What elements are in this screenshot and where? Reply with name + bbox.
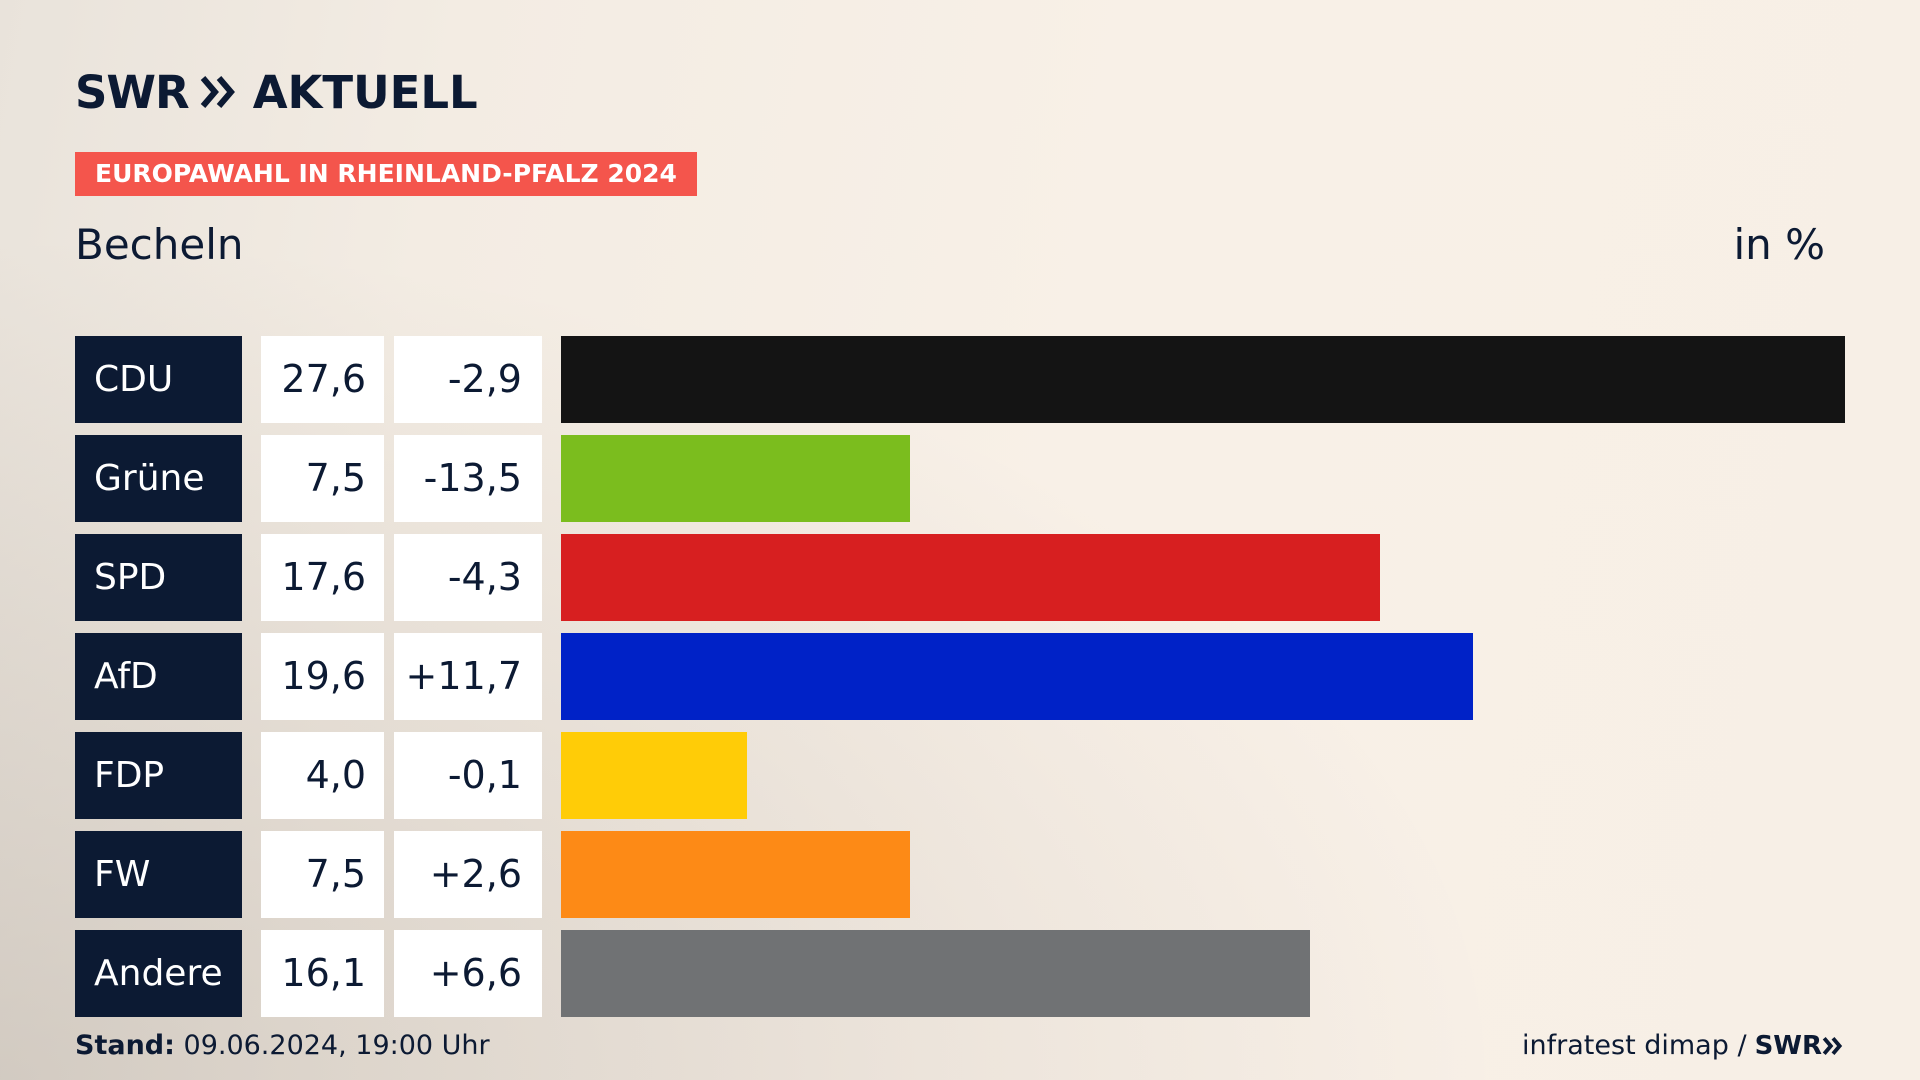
diff-label: +11,7 <box>394 633 542 720</box>
vote-share-label: 16,1 <box>261 930 384 1017</box>
result-row: CDU 27,6 -2,9 <box>0 336 1920 423</box>
bar <box>561 435 910 522</box>
logo-swr-text: SWR <box>75 65 190 119</box>
double-chevron-icon <box>200 76 235 108</box>
stand-label: Stand: <box>75 1030 175 1061</box>
diff-label: -2,9 <box>394 336 542 423</box>
unit-label: in % <box>1733 220 1825 269</box>
result-row: FW 7,5 +2,6 <box>0 831 1920 918</box>
party-label: AfD <box>75 633 242 720</box>
bar <box>561 930 1310 1017</box>
logo-aktuell-text: AKTUELL <box>252 65 478 119</box>
swr-aktuell-logo: SWR AKTUELL <box>75 65 478 119</box>
diff-label: -4,3 <box>394 534 542 621</box>
result-row: FDP 4,0 -0,1 <box>0 732 1920 819</box>
party-label: Andere <box>75 930 242 1017</box>
bar <box>561 732 747 819</box>
result-row: Grüne 7,5 -13,5 <box>0 435 1920 522</box>
election-tag: EUROPAWAHL IN RHEINLAND-PFALZ 2024 <box>75 152 697 196</box>
party-label: FW <box>75 831 242 918</box>
diff-label: -0,1 <box>394 732 542 819</box>
party-label: CDU <box>75 336 242 423</box>
diff-label: +2,6 <box>394 831 542 918</box>
bar <box>561 633 1473 720</box>
bar <box>561 831 910 918</box>
bar <box>561 336 1845 423</box>
result-row: Andere 16,1 +6,6 <box>0 930 1920 1017</box>
diff-label: -13,5 <box>394 435 542 522</box>
stand-info: Stand: 09.06.2024, 19:00 Uhr <box>75 1030 490 1061</box>
diff-label: +6,6 <box>394 930 542 1017</box>
party-label: FDP <box>75 732 242 819</box>
vote-share-label: 7,5 <box>261 831 384 918</box>
source-text: infratest dimap / <box>1522 1030 1747 1061</box>
result-row: SPD 17,6 -4,3 <box>0 534 1920 621</box>
vote-share-label: 17,6 <box>261 534 384 621</box>
bar <box>561 534 1380 621</box>
source-logo: SWR <box>1755 1031 1844 1061</box>
place-title: Becheln <box>75 220 244 269</box>
vote-share-label: 19,6 <box>261 633 384 720</box>
source-info: infratest dimap / SWR <box>1522 1030 1844 1061</box>
party-label: Grüne <box>75 435 242 522</box>
small-double-chevron-icon <box>1822 1036 1843 1055</box>
stand-value: 09.06.2024, 19:00 Uhr <box>183 1030 490 1061</box>
vote-share-label: 4,0 <box>261 732 384 819</box>
party-label: SPD <box>75 534 242 621</box>
vote-share-label: 27,6 <box>261 336 384 423</box>
vote-share-label: 7,5 <box>261 435 384 522</box>
source-logo-text: SWR <box>1754 1030 1822 1061</box>
result-row: AfD 19,6 +11,7 <box>0 633 1920 720</box>
